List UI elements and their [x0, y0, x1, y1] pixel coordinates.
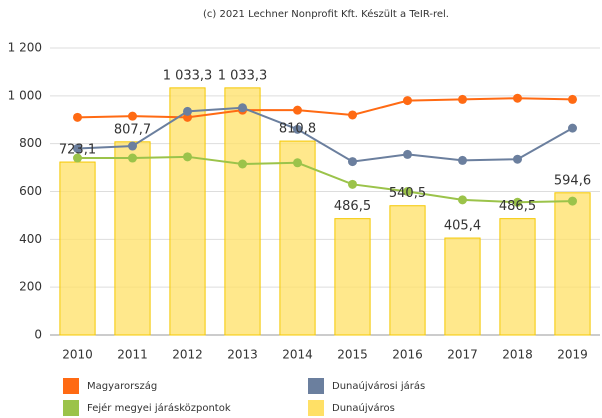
point	[568, 196, 577, 206]
x-tick-label: 2012	[172, 348, 203, 362]
y-tick-label: 200	[19, 280, 42, 294]
point	[348, 157, 357, 167]
legend-label: Fejér megyei járásközpontok	[87, 402, 231, 414]
bar	[279, 140, 316, 336]
bar	[114, 141, 151, 336]
x-tick-label: 2018	[502, 348, 533, 362]
legend-swatch	[63, 400, 79, 416]
y-tick-label: 1 000	[8, 88, 42, 102]
data-label: 1 033,3	[163, 68, 213, 83]
point	[238, 159, 247, 169]
point	[403, 187, 412, 196]
point	[73, 153, 82, 163]
bar	[59, 161, 96, 336]
data-label: 540,5	[389, 186, 426, 201]
line	[77, 106, 573, 163]
y-tick-label: 600	[19, 184, 42, 198]
point	[293, 105, 302, 115]
line	[77, 97, 573, 119]
point	[513, 93, 522, 103]
bar	[499, 218, 536, 336]
point	[128, 153, 137, 163]
point	[568, 94, 577, 104]
x-tick-label: 2017	[447, 348, 478, 362]
point	[128, 141, 137, 151]
point	[458, 94, 467, 104]
data-label: 810,8	[279, 122, 316, 137]
point	[403, 149, 412, 159]
point	[458, 195, 467, 205]
data-label: 1 033,3	[218, 68, 268, 83]
x-tick-label: 2013	[227, 348, 258, 362]
bar	[554, 192, 591, 336]
data-label: 405,4	[444, 219, 481, 234]
point	[568, 123, 577, 133]
data-label: 486,5	[499, 199, 536, 214]
legend-swatch	[308, 378, 324, 394]
point	[293, 158, 302, 168]
legend-swatch	[63, 378, 79, 394]
data-label: 486,5	[334, 199, 371, 214]
point	[73, 143, 82, 153]
y-tick-label: 0	[34, 328, 42, 342]
data-label: 807,7	[114, 122, 151, 137]
x-tick-label: 2015	[337, 348, 368, 362]
y-tick-label: 400	[19, 232, 42, 246]
bar	[169, 87, 206, 336]
bar	[334, 218, 371, 336]
bar	[224, 87, 261, 336]
point	[513, 154, 522, 164]
x-tick-label: 2016	[392, 348, 423, 362]
x-tick-label: 2019	[557, 348, 588, 362]
legend-label: Dunaújváros	[332, 402, 395, 414]
point	[513, 197, 522, 207]
point	[128, 111, 137, 121]
legend-swatch	[308, 400, 324, 416]
point	[348, 110, 357, 120]
point	[183, 106, 192, 116]
data-label: 594,6	[554, 173, 591, 188]
point	[403, 96, 412, 106]
bar	[389, 205, 426, 336]
point	[238, 103, 247, 113]
legend-label: Magyarország	[87, 380, 157, 392]
y-tick-label: 1 200	[8, 41, 42, 55]
point	[73, 112, 82, 122]
bar	[444, 237, 481, 336]
point	[183, 152, 192, 162]
data-label: 723,1	[59, 143, 96, 158]
point	[348, 179, 357, 189]
line	[77, 155, 573, 204]
point	[293, 124, 302, 134]
legend-label: Dunaújvárosi járás	[332, 380, 425, 392]
y-tick-label: 800	[19, 136, 42, 150]
point	[458, 155, 467, 165]
x-tick-label: 2010	[62, 348, 93, 362]
chart-subtitle: (c) 2021 Lechner Nonprofit Kft. Készült …	[203, 8, 449, 20]
x-tick-label: 2011	[117, 348, 148, 362]
x-tick-label: 2014	[282, 348, 313, 362]
